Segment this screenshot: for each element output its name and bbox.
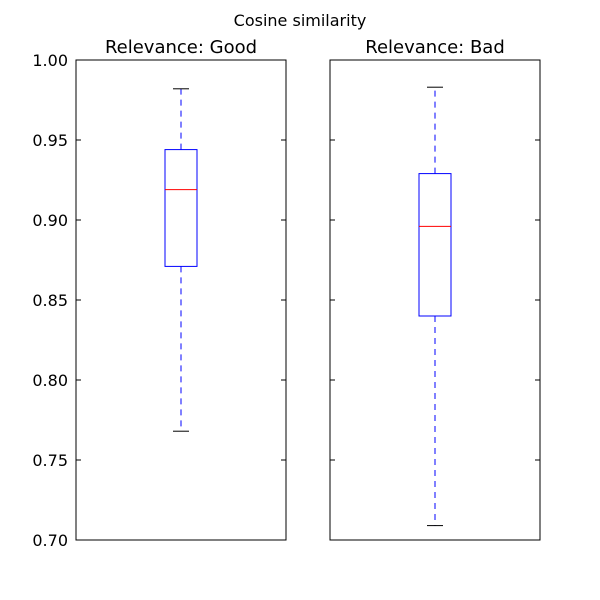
- panel-title: Relevance: Bad: [365, 37, 505, 58]
- y-tick-label: 0.80: [32, 371, 68, 390]
- y-tick-label: 0.85: [32, 291, 68, 310]
- y-tick-label: 1.00: [32, 51, 68, 70]
- axes-frame: [329, 59, 541, 541]
- figure-title: Cosine similarity: [234, 11, 367, 30]
- iqr-box: [164, 149, 198, 267]
- y-tick-label: 0.75: [32, 451, 68, 470]
- y-tick-label: 0.90: [32, 211, 68, 230]
- panel-title: Relevance: Good: [105, 37, 257, 58]
- panel-good: Relevance: Good 0.70 0.75 0.80 0.85 0.90 0.95 1…: [32, 37, 287, 550]
- y-tick-label: 0.95: [32, 131, 68, 150]
- iqr-box: [418, 173, 452, 317]
- chart-panels: Relevance: Good 0.70 0.75 0.80 0.85 0.90 0.95 1…: [32, 37, 541, 550]
- y-tick-label: 0.70: [32, 531, 68, 550]
- panel-bad: Relevance: Bad: [329, 37, 541, 541]
